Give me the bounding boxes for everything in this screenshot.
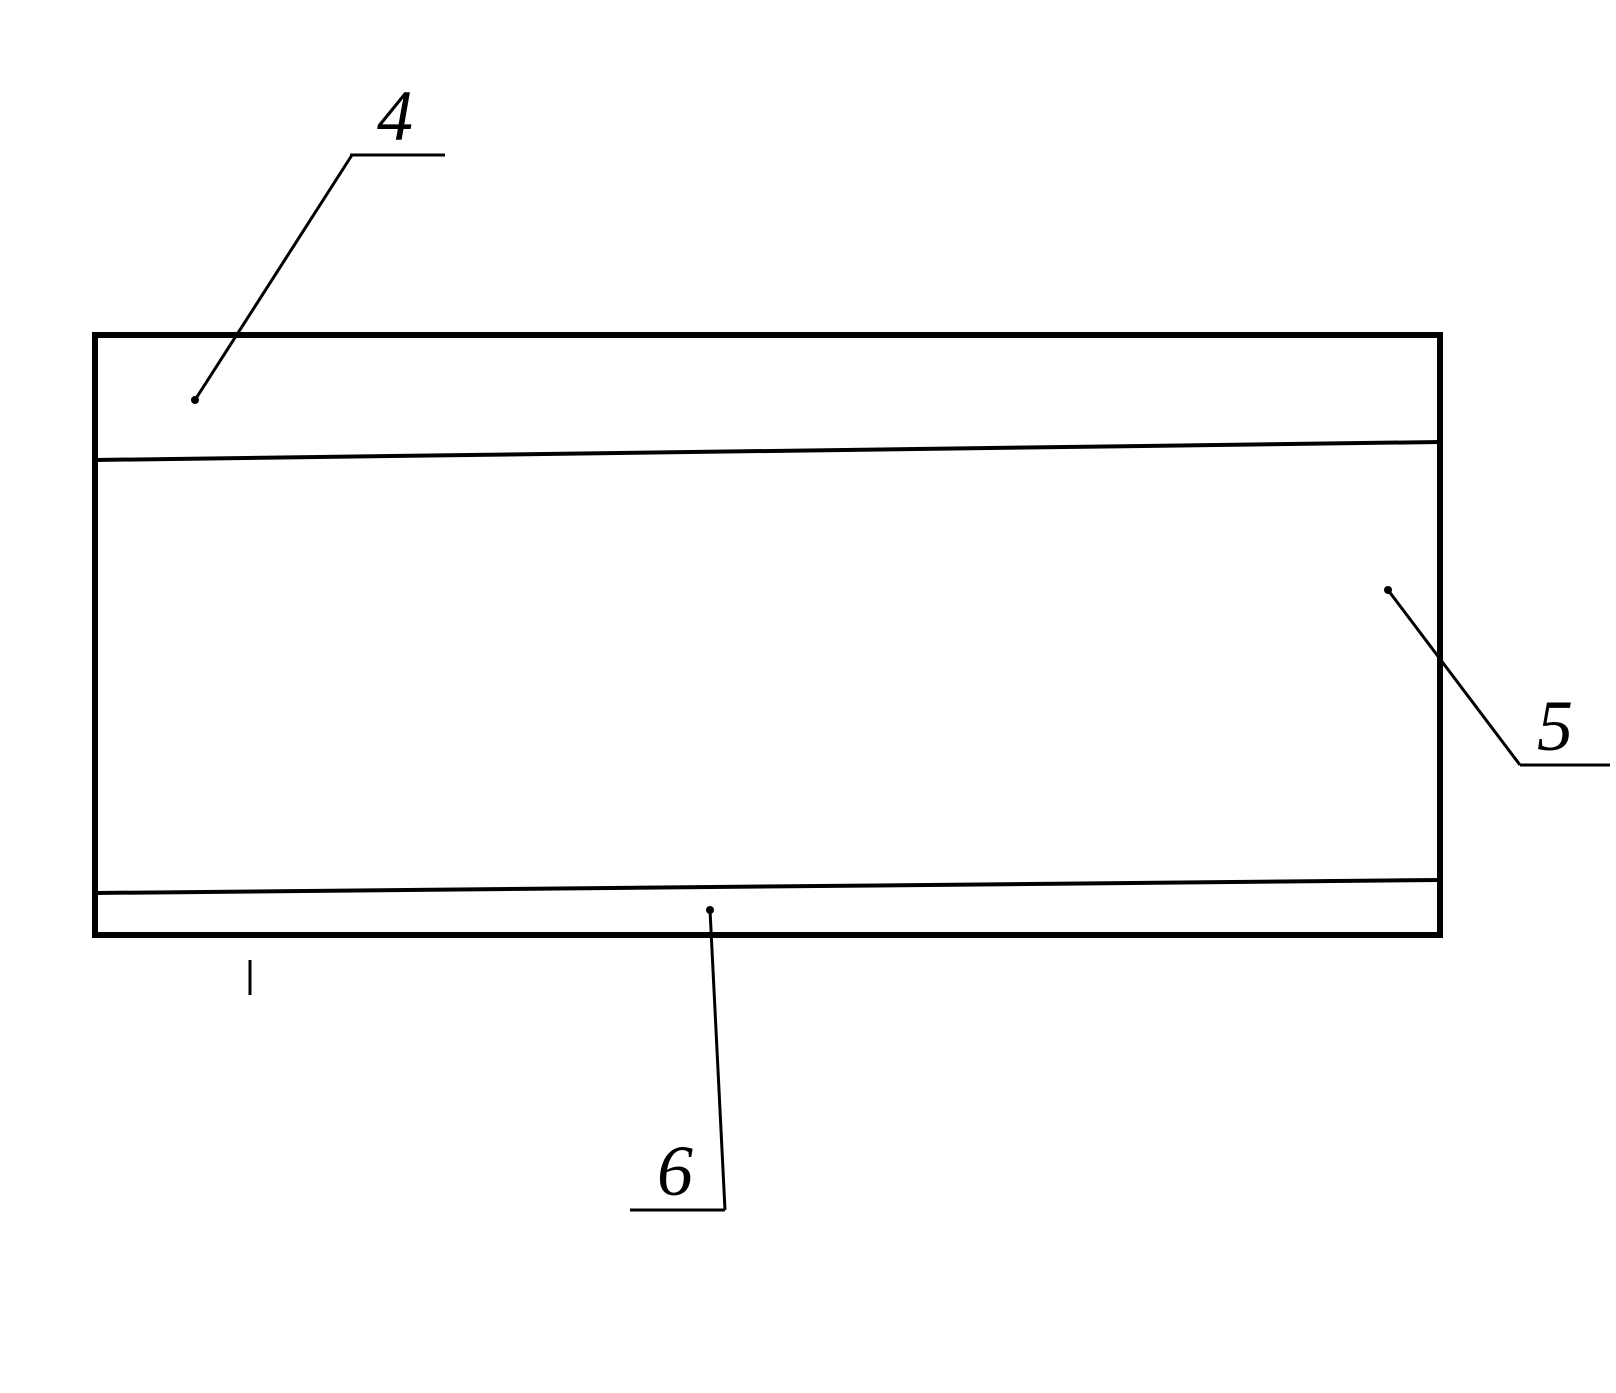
leader-dot-5 bbox=[1384, 586, 1392, 594]
label-text-6: 6 bbox=[657, 1131, 693, 1211]
leader-dot-4 bbox=[191, 396, 199, 404]
label-text-5: 5 bbox=[1537, 686, 1573, 766]
background bbox=[0, 0, 1616, 1393]
label-text-4: 4 bbox=[377, 76, 413, 156]
leader-dot-6 bbox=[706, 906, 714, 914]
